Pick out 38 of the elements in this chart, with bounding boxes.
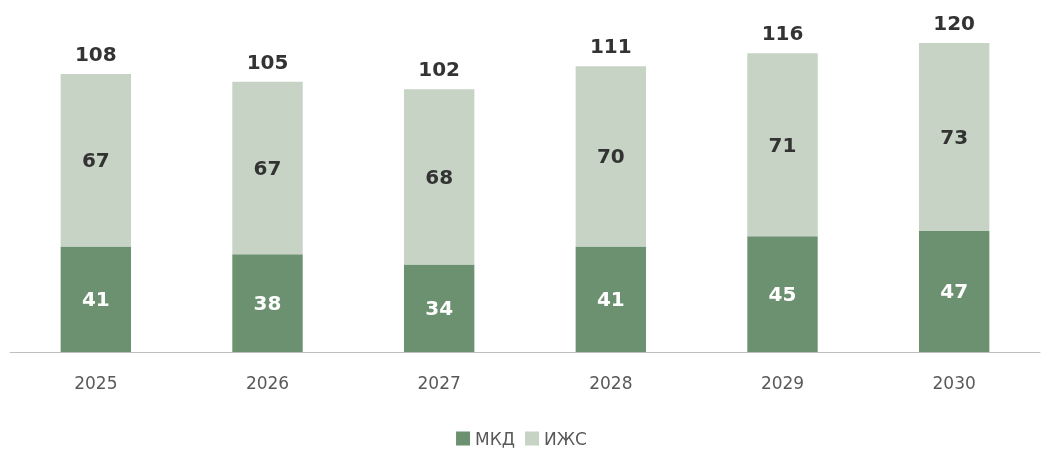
data-label: 47: [940, 279, 969, 304]
total-label: 108: [74, 41, 117, 66]
bar: [232, 81, 303, 255]
total-label: 120: [933, 11, 976, 35]
data-label: 45: [768, 282, 797, 307]
bar: [747, 236, 818, 352]
bar: [403, 264, 475, 352]
bar: [575, 66, 647, 247]
data-label: 73: [940, 124, 969, 149]
x-tick-label: 2030: [932, 372, 976, 393]
total-label: 111: [589, 34, 632, 59]
data-label: 70: [596, 144, 625, 169]
data-label: 68: [425, 164, 454, 189]
total-label: 116: [761, 21, 804, 46]
bar: [60, 73, 132, 247]
data-label: 71: [768, 132, 797, 157]
x-tick-label: 2028: [589, 372, 633, 393]
data-label: 41: [596, 287, 625, 312]
x-tick-label: 2025: [74, 372, 118, 393]
legend-label: ИЖС: [544, 428, 587, 449]
bar: [918, 230, 990, 352]
bar: [60, 246, 132, 352]
data-label: 67: [253, 155, 282, 180]
bar: [747, 53, 818, 237]
total-label: 105: [246, 49, 289, 74]
data-label: 34: [425, 296, 454, 321]
bar: [232, 254, 303, 352]
data-label: 38: [253, 291, 282, 316]
data-label: 67: [81, 148, 110, 173]
x-tick-label: 2027: [417, 372, 461, 393]
total-label: 102: [418, 57, 461, 82]
data-label: 41: [81, 287, 110, 312]
bar: [575, 246, 647, 352]
legend-label: МКД: [475, 428, 516, 449]
bar: [918, 43, 990, 231]
x-tick-label: 2029: [760, 372, 805, 393]
bar: [403, 89, 475, 265]
x-tick-label: 2026: [245, 372, 290, 393]
